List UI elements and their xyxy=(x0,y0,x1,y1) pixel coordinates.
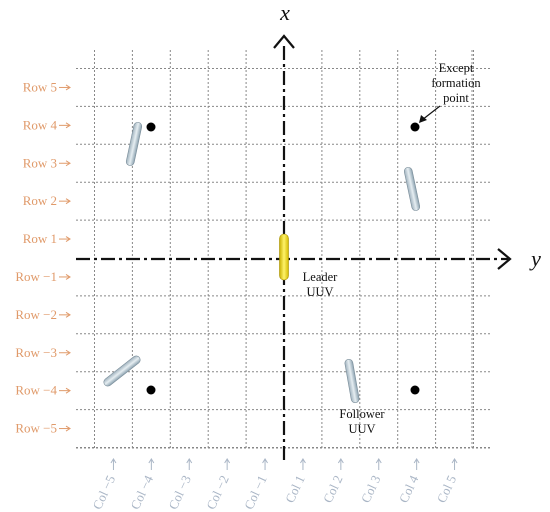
annotation-text: UUV xyxy=(348,422,375,436)
col-arrowhead xyxy=(451,458,458,464)
col-arrowhead xyxy=(148,458,155,464)
annotation-arrowhead xyxy=(419,115,427,123)
row-label: Row 1 xyxy=(23,231,57,246)
row-arrowhead xyxy=(65,274,71,280)
row-arrowhead xyxy=(65,84,71,91)
row-arrowhead xyxy=(65,122,71,129)
x-axis-arrow xyxy=(273,34,295,49)
row-arrowhead xyxy=(65,349,71,356)
col-label: Col 4 xyxy=(396,472,422,505)
col-arrowhead xyxy=(186,458,193,464)
leader-uuv xyxy=(279,233,289,281)
col-arrowhead xyxy=(300,458,306,464)
row-label: Row −4 xyxy=(15,383,57,398)
annotation-text: Follower xyxy=(339,407,385,421)
col-arrowhead xyxy=(337,458,344,464)
grid xyxy=(76,50,490,450)
row-arrowhead xyxy=(65,311,71,318)
row-label: Row −3 xyxy=(15,345,57,360)
col-label: Col −5 xyxy=(89,473,118,512)
formation-point xyxy=(410,122,420,132)
follower-uuv xyxy=(125,122,143,166)
col-label: Col 3 xyxy=(358,473,384,505)
follower-uuv xyxy=(103,355,141,387)
row-label: Row −2 xyxy=(15,307,57,322)
annotation-text: formation xyxy=(431,76,481,90)
row-label: Row 2 xyxy=(23,193,57,208)
row-arrowhead xyxy=(65,160,71,167)
y-axis-arrow xyxy=(497,248,512,270)
col-arrowhead xyxy=(110,458,117,464)
row-label: Row 5 xyxy=(23,79,57,94)
annotation-text: point xyxy=(443,91,469,105)
col-arrowhead xyxy=(224,458,231,464)
col-label: Col −2 xyxy=(203,473,232,512)
formation-point xyxy=(146,122,156,132)
row-label: Row −1 xyxy=(15,269,57,284)
formation-point xyxy=(410,385,420,395)
col-label: Col −4 xyxy=(127,472,156,511)
row-label: Row 3 xyxy=(23,155,57,170)
annotation-text: Leader xyxy=(303,270,339,284)
col-label: Col 2 xyxy=(320,473,346,505)
row-arrowhead xyxy=(65,425,71,432)
col-label: Col 5 xyxy=(434,473,460,505)
col-arrowhead xyxy=(413,458,420,464)
x-axis-label: x xyxy=(279,0,290,25)
row-label: Row −5 xyxy=(15,421,57,436)
col-arrowhead xyxy=(262,458,268,464)
row-arrowhead xyxy=(65,387,71,394)
row-label: Row 4 xyxy=(23,117,58,132)
annotation-text: UUV xyxy=(306,285,333,299)
annotation-text: Except xyxy=(439,61,474,75)
row-arrowhead xyxy=(65,236,71,242)
col-label: Col 1 xyxy=(282,473,308,505)
follower-uuv xyxy=(403,167,421,211)
col-label: Col −1 xyxy=(241,473,270,512)
col-label: Col −3 xyxy=(165,473,194,512)
follower-uuv xyxy=(344,358,360,404)
y-axis-label: y xyxy=(529,246,541,271)
formation-point xyxy=(146,385,156,395)
col-arrowhead xyxy=(375,458,382,464)
row-arrowhead xyxy=(65,198,71,205)
annotation-arrow xyxy=(421,105,441,121)
